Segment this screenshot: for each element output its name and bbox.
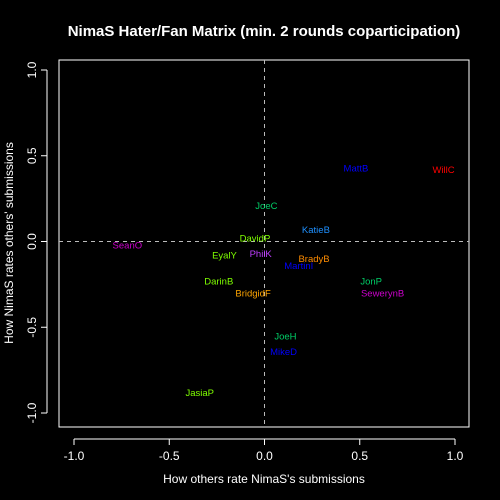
- point-label-darinb: DarinB: [204, 276, 233, 287]
- point-label-miked: MikeD: [270, 347, 297, 358]
- x-axis-label: How others rate NimaS's submissions: [163, 472, 365, 486]
- point-label-willc: WillC: [432, 165, 454, 176]
- y-tick-label: -0.5: [25, 317, 39, 338]
- x-tick-label: 0.0: [256, 449, 273, 463]
- y-tick-label: 0.0: [25, 233, 39, 250]
- point-label-bridgidf: BridgidF: [235, 288, 271, 299]
- point-label-mattb: MattB: [344, 163, 369, 174]
- point-label-martini: MartinI: [284, 261, 313, 272]
- data-points: MattB WillC JoeC KatieB SeanO DavidP PhilK Eyal…: [113, 163, 455, 399]
- point-label-joeh: JoeH: [274, 331, 296, 342]
- point-label-eyaly: EyalY: [212, 251, 237, 262]
- axes: -1.0 -0.5 0.0 0.5 1.0 -1.0 -0.5 0.0 0.5 1.0: [25, 61, 464, 463]
- point-label-seano: SeanO: [113, 240, 143, 251]
- point-label-joec: JoeC: [255, 201, 277, 212]
- chart-title: NimaS Hater/Fan Matrix (min. 2 rounds co…: [68, 23, 461, 40]
- point-label-jasiap: JasiaP: [185, 388, 214, 399]
- x-tick-label: -0.5: [159, 449, 180, 463]
- point-label-bradyb: BradyB: [298, 254, 329, 265]
- point-label-davidp: DavidP: [240, 234, 271, 245]
- y-axis-label: How NimaS rates others' submissions: [2, 142, 16, 344]
- x-tick-label: 0.5: [351, 449, 368, 463]
- point-label-jonp: JonP: [360, 276, 382, 287]
- point-label-sewerynb: SewerynB: [361, 288, 404, 299]
- x-tick-label: -1.0: [64, 449, 85, 463]
- y-tick-label: -1.0: [25, 402, 39, 423]
- y-tick-label: 0.5: [25, 147, 39, 164]
- reference-lines: [59, 60, 469, 427]
- point-label-katieb: KatieB: [302, 225, 330, 236]
- y-tick-label: 1.0: [25, 61, 39, 78]
- x-tick-label: 1.0: [447, 449, 464, 463]
- point-label-philk: PhilK: [250, 249, 273, 260]
